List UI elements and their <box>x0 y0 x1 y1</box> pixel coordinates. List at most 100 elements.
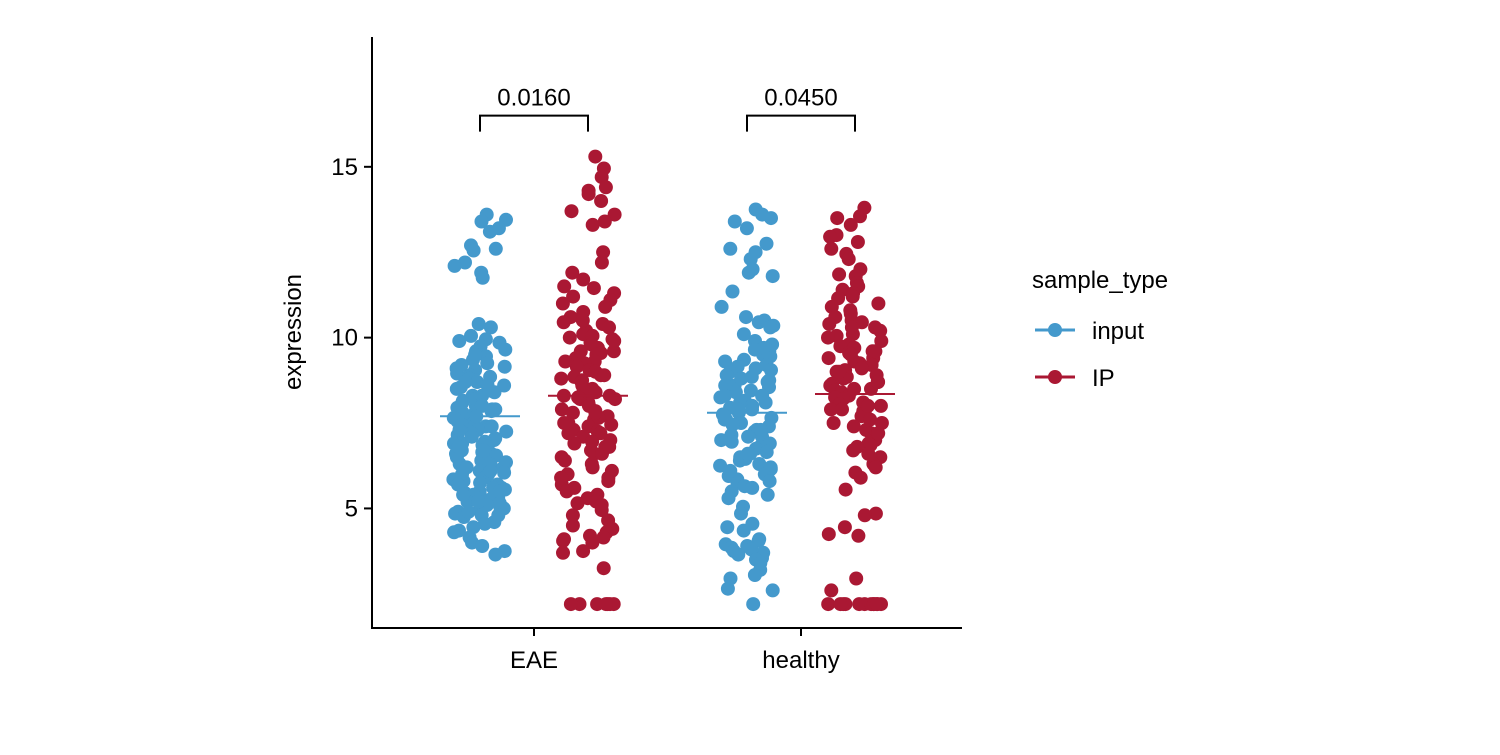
data-point-healthy-input <box>717 412 732 427</box>
legend-item-input: input <box>1035 318 1144 345</box>
data-point-EAE-ip <box>588 405 603 420</box>
x-tick-label-healthy: healthy <box>762 647 839 674</box>
data-point-healthy-ip <box>824 241 839 256</box>
data-point-healthy-input <box>756 340 771 355</box>
data-point-EAE-ip <box>606 344 621 359</box>
data-point-healthy-ip <box>849 571 864 586</box>
data-point-EAE-ip <box>602 439 617 454</box>
data-point-healthy-input <box>759 445 774 460</box>
significance-bracket-EAE <box>479 114 589 132</box>
data-point-EAE-input <box>499 424 514 439</box>
data-point-EAE-ip <box>557 416 572 430</box>
legend: sample_type input IP <box>1032 267 1168 392</box>
data-point-healthy-input <box>765 583 780 598</box>
data-point-healthy-ip <box>870 375 885 389</box>
data-point-healthy-ip <box>868 506 883 521</box>
data-point-healthy-ip <box>833 597 848 612</box>
data-point-EAE-ip <box>601 474 616 489</box>
data-point-EAE-input <box>498 342 513 357</box>
data-point-EAE-ip <box>598 299 613 314</box>
data-point-EAE-ip <box>556 533 571 548</box>
data-point-EAE-ip <box>608 392 622 407</box>
data-point-EAE-ip <box>597 368 612 383</box>
points-layer <box>446 149 889 612</box>
data-point-healthy-input <box>719 368 734 383</box>
data-point-healthy-input <box>720 520 735 535</box>
data-point-EAE-input <box>475 539 490 553</box>
data-point-healthy-ip <box>853 209 867 224</box>
data-point-EAE-ip <box>594 255 609 270</box>
data-point-EAE-input <box>497 465 512 480</box>
data-point-EAE-ip <box>554 470 569 485</box>
data-point-EAE-ip <box>598 180 613 195</box>
data-point-healthy-input <box>723 241 738 256</box>
data-point-EAE-input <box>480 356 495 371</box>
data-point-healthy-ip <box>830 211 845 226</box>
data-point-healthy-input <box>763 460 778 475</box>
data-point-healthy-ip <box>821 330 835 345</box>
data-point-healthy-input <box>714 433 729 448</box>
data-point-healthy-ip <box>838 482 853 497</box>
data-point-EAE-ip <box>575 313 590 328</box>
data-point-EAE-ip <box>556 545 570 560</box>
data-point-healthy-ip <box>871 296 886 311</box>
data-point-healthy-ip <box>824 583 839 598</box>
data-point-healthy-ip <box>821 527 836 542</box>
data-point-healthy-ip <box>861 398 875 413</box>
data-point-healthy-ip <box>846 419 861 434</box>
data-point-EAE-input <box>497 359 512 374</box>
data-point-EAE-ip <box>594 503 609 518</box>
data-point-healthy-input <box>743 383 758 398</box>
data-point-EAE-input <box>471 494 486 509</box>
data-point-EAE-ip <box>607 334 622 348</box>
y-axis-title: expression <box>280 274 307 390</box>
data-point-EAE-input <box>466 243 481 258</box>
p-value-label-healthy: 0.0450 <box>764 85 837 112</box>
data-point-EAE-ip <box>562 330 577 345</box>
legend-label-input: input <box>1092 318 1144 345</box>
data-point-healthy-ip <box>868 344 883 359</box>
data-point-healthy-input <box>731 402 746 417</box>
data-point-EAE-ip <box>570 496 585 511</box>
data-point-EAE-input <box>451 439 466 454</box>
data-point-healthy-input <box>721 491 736 506</box>
data-point-EAE-input <box>475 398 490 413</box>
data-point-healthy-input <box>718 378 733 393</box>
data-point-EAE-input <box>474 214 489 229</box>
data-point-EAE-input <box>491 221 506 236</box>
data-point-healthy-input <box>717 388 732 403</box>
data-point-EAE-ip <box>596 561 611 576</box>
axes <box>371 37 962 629</box>
y-tick-label: 15 <box>331 154 358 181</box>
data-point-healthy-input <box>720 581 735 596</box>
data-point-EAE-ip <box>586 281 601 296</box>
data-point-EAE-input <box>480 378 495 393</box>
data-point-healthy-ip <box>845 289 860 304</box>
data-point-EAE-ip <box>597 214 612 229</box>
data-point-healthy-ip <box>873 398 888 413</box>
data-point-EAE-ip <box>563 597 578 612</box>
data-point-healthy-ip <box>824 402 838 417</box>
data-point-EAE-ip <box>596 245 611 260</box>
data-point-EAE-ip <box>567 436 582 451</box>
data-point-EAE-ip <box>585 217 600 232</box>
data-point-healthy-input <box>734 506 748 521</box>
data-point-EAE-input <box>464 328 478 343</box>
data-point-healthy-input <box>723 463 738 478</box>
data-point-EAE-ip <box>565 508 580 523</box>
means-layer <box>440 392 895 418</box>
data-point-healthy-ip <box>851 528 866 543</box>
data-point-EAE-ip <box>554 402 569 417</box>
data-point-EAE-input <box>483 320 498 335</box>
data-point-EAE-input <box>491 508 506 523</box>
data-point-EAE-ip <box>556 315 571 330</box>
legend-key-point-ip <box>1048 370 1062 384</box>
data-point-healthy-ip <box>832 267 847 282</box>
data-point-EAE-ip <box>573 344 588 359</box>
data-point-healthy-input <box>760 487 775 502</box>
data-point-healthy-ip <box>871 426 886 441</box>
data-point-healthy-ip <box>822 317 837 331</box>
data-point-EAE-ip <box>576 272 591 287</box>
data-point-EAE-input <box>488 241 503 256</box>
